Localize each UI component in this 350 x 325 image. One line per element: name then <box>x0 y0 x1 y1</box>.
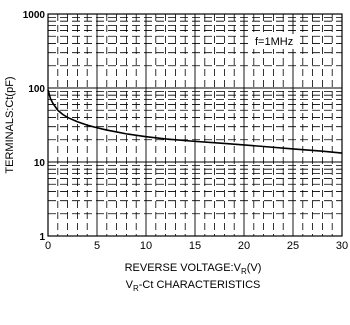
x-tick-label: 25 <box>287 240 299 252</box>
y-tick-label: 10 <box>34 158 46 169</box>
frequency-annotation: f=1MHz <box>255 36 293 48</box>
x-tick-label: 0 <box>45 240 51 252</box>
series-line-0 <box>47 89 343 154</box>
y-axis-label: TERMINALS:Ct(pF) <box>4 76 16 173</box>
plot-frame <box>47 13 343 237</box>
major-gridlines <box>48 14 342 236</box>
y-tick-label: 100 <box>28 84 45 95</box>
y-tick-label: 1 <box>39 232 45 243</box>
y-tick-label: 1000 <box>23 10 46 21</box>
x-tick-label: 5 <box>94 240 100 252</box>
x-tick-label: 20 <box>238 240 250 252</box>
x-tick-labels: 0 5 10 15 20 25 30 <box>45 240 348 252</box>
x-tick-label: 30 <box>336 240 348 252</box>
chart-title: VR-Ct CHARACTERISTICS <box>126 279 261 293</box>
x-tick-label: 15 <box>189 240 201 252</box>
series-layer <box>47 89 343 154</box>
x-axis-label: REVERSE VOLTAGE:VR(V) <box>125 262 262 276</box>
x-tick-label: 10 <box>140 240 152 252</box>
annotation-background <box>251 34 299 49</box>
y-tick-labels: 1 10 100 1000 <box>23 10 46 243</box>
